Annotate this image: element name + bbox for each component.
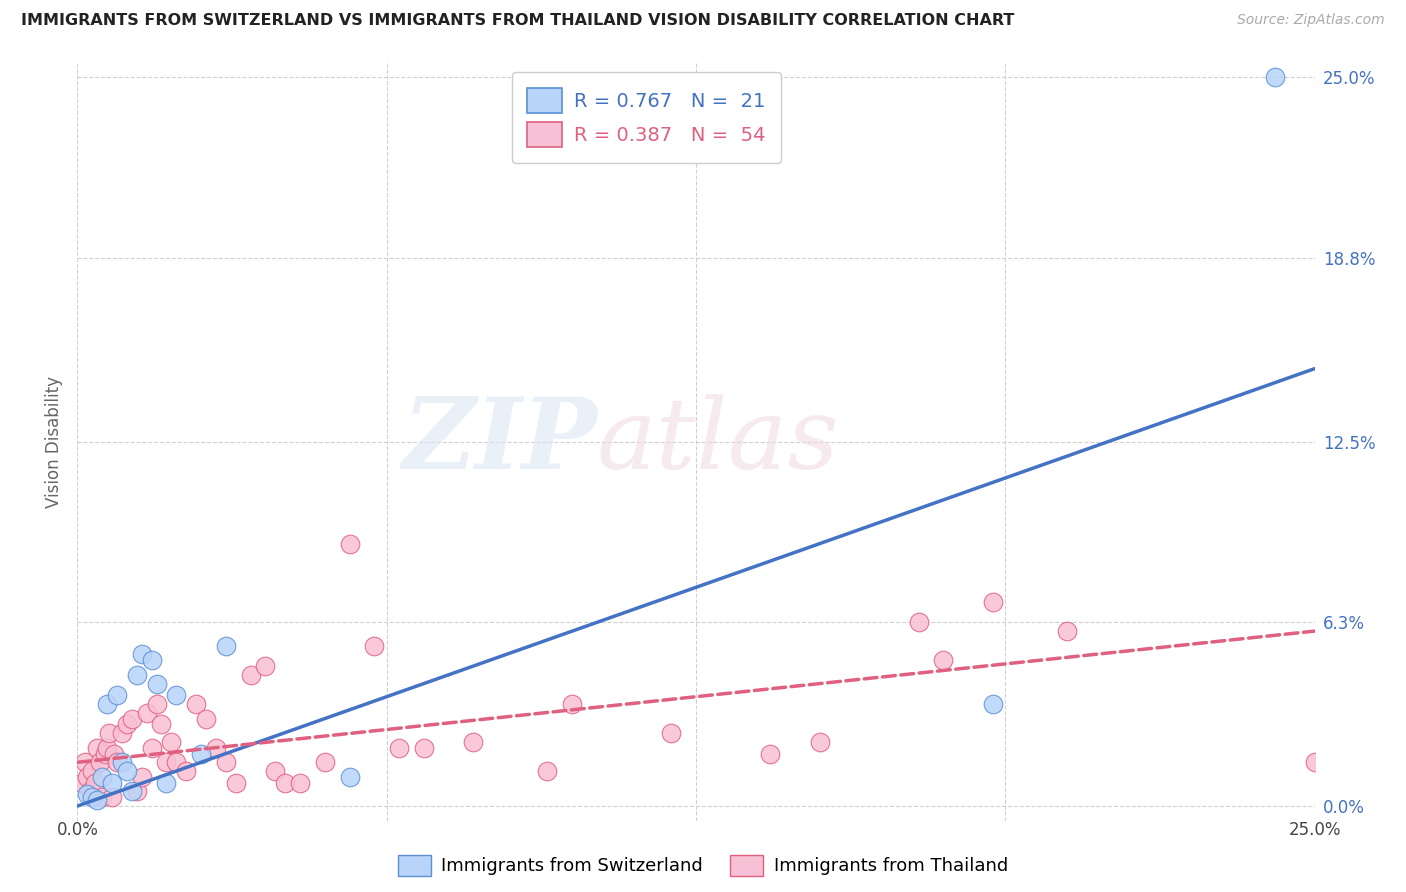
Point [215, 756, 238, 770]
Point [86, 793, 108, 807]
Point [932, 653, 955, 667]
Point [111, 726, 134, 740]
Point [89, 756, 111, 770]
Point [215, 639, 238, 653]
Legend: Immigrants from Switzerland, Immigrants from Thailand: Immigrants from Switzerland, Immigrants … [391, 847, 1015, 883]
Point [121, 712, 143, 726]
Point [103, 747, 125, 761]
Point [174, 764, 197, 778]
Point [105, 756, 128, 770]
Point [264, 764, 287, 778]
Point [759, 747, 782, 761]
Point [91, 770, 114, 784]
Point [72, 775, 94, 790]
Point [165, 756, 187, 770]
Point [150, 717, 173, 731]
Point [135, 706, 157, 720]
Point [121, 784, 143, 798]
Point [91, 790, 114, 805]
Point [86, 740, 108, 755]
Text: IMMIGRANTS FROM SWITZERLAND VS IMMIGRANTS FROM THAILAND VISION DISABILITY CORREL: IMMIGRANTS FROM SWITZERLAND VS IMMIGRANT… [21, 13, 1015, 29]
Text: Source: ZipAtlas.com: Source: ZipAtlas.com [1237, 13, 1385, 28]
Y-axis label: Vision Disability: Vision Disability [45, 376, 63, 508]
Point [388, 740, 411, 755]
Point [190, 747, 212, 761]
Point [96, 697, 118, 711]
Point [73, 756, 96, 770]
Point [363, 639, 385, 653]
Point [145, 697, 167, 711]
Text: 0.0%: 0.0% [56, 821, 98, 838]
Point [412, 740, 434, 755]
Point [808, 735, 831, 749]
Point [96, 740, 118, 755]
Point [141, 653, 163, 667]
Text: ZIP: ZIP [402, 393, 598, 490]
Point [82, 790, 104, 805]
Point [125, 784, 148, 798]
Point [115, 764, 138, 778]
Point [463, 735, 485, 749]
Point [98, 726, 121, 740]
Point [79, 784, 101, 798]
Point [288, 775, 311, 790]
Point [1264, 70, 1286, 84]
Point [205, 740, 228, 755]
Point [111, 756, 134, 770]
Point [160, 735, 183, 749]
Point [184, 697, 207, 711]
Point [239, 668, 262, 682]
Point [115, 717, 138, 731]
Point [101, 790, 124, 805]
Point [83, 775, 105, 790]
Point [76, 770, 98, 784]
Point [536, 764, 558, 778]
Point [82, 764, 104, 778]
Point [339, 536, 361, 550]
Point [131, 648, 153, 662]
Point [101, 775, 124, 790]
Point [659, 726, 682, 740]
Point [131, 770, 153, 784]
Point [125, 668, 148, 682]
Point [254, 659, 277, 673]
Point [907, 615, 929, 630]
Point [981, 595, 1004, 609]
Point [1303, 756, 1326, 770]
Point [225, 775, 247, 790]
Text: atlas: atlas [598, 394, 839, 489]
Point [1056, 624, 1078, 639]
Point [76, 788, 98, 802]
Point [981, 697, 1004, 711]
Point [165, 688, 187, 702]
Point [339, 770, 361, 784]
Point [195, 712, 218, 726]
Point [145, 676, 167, 690]
Legend: R = 0.767   N =  21, R = 0.387   N =  54: R = 0.767 N = 21, R = 0.387 N = 54 [512, 72, 782, 163]
Point [561, 697, 583, 711]
Point [155, 775, 177, 790]
Text: 25.0%: 25.0% [1288, 821, 1341, 838]
Point [105, 688, 128, 702]
Point [93, 747, 115, 761]
Point [141, 740, 163, 755]
Point [155, 756, 177, 770]
Point [274, 775, 297, 790]
Point [314, 756, 336, 770]
